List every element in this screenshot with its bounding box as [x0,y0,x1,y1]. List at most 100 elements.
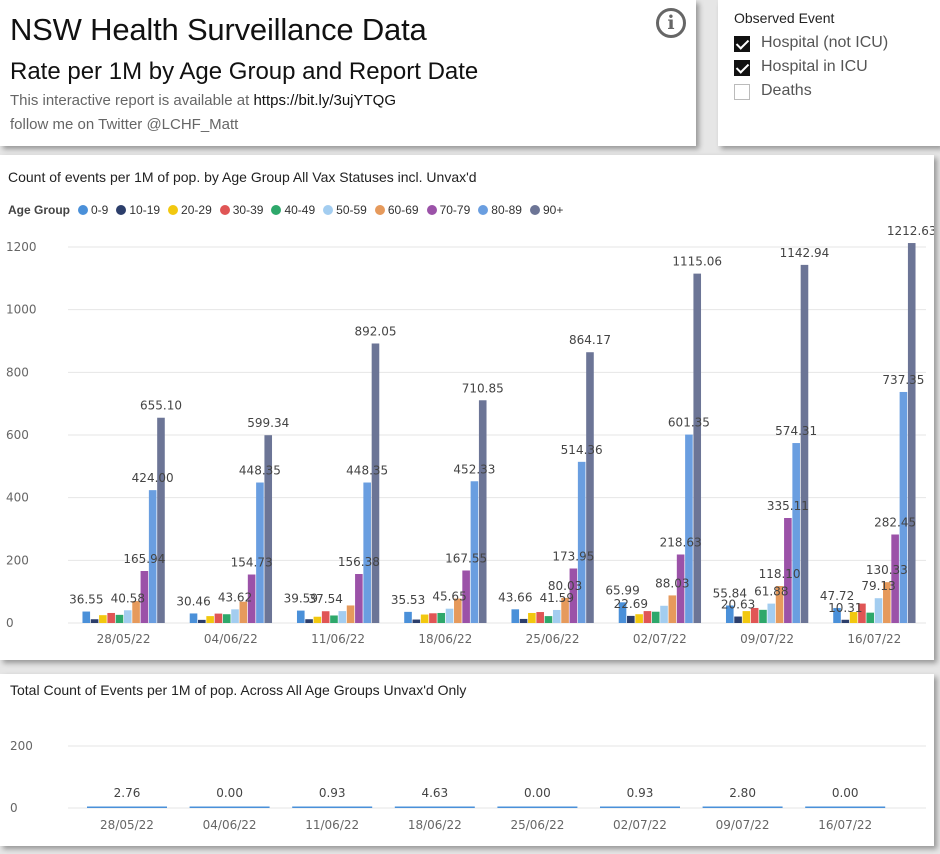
legend-item[interactable]: 10-19 [116,203,160,217]
bar[interactable] [635,614,643,623]
bar[interactable] [222,614,231,623]
bar[interactable] [702,806,783,809]
bar[interactable] [891,534,899,623]
bar[interactable] [600,806,680,809]
checkbox[interactable] [734,60,750,76]
bar[interactable] [140,571,149,623]
bar[interactable] [511,609,520,623]
bar[interactable] [784,517,792,623]
bar[interactable] [470,481,479,623]
bar[interactable] [313,616,322,623]
legend-item[interactable]: 0-9 [78,203,108,217]
bar[interactable] [292,806,373,809]
bar[interactable] [404,611,412,623]
bar[interactable] [528,612,536,623]
bar[interactable] [214,613,223,623]
bar[interactable] [355,574,363,623]
bar[interactable] [849,612,858,623]
bar[interactable] [412,619,421,623]
bar[interactable] [676,554,685,623]
bar[interactable] [725,605,734,623]
legend-item[interactable]: 90+ [529,203,563,217]
bar[interactable] [805,806,886,809]
bar[interactable] [206,616,214,623]
bar[interactable] [462,570,470,623]
bar[interactable] [394,806,475,809]
bar[interactable] [907,243,916,623]
bar[interactable] [833,608,841,623]
bar[interactable] [429,613,437,623]
bar[interactable] [115,614,124,623]
bar[interactable] [883,582,891,623]
bar[interactable] [586,352,594,623]
bar[interactable] [497,806,578,809]
bar[interactable] [231,609,239,623]
bar[interactable] [519,618,528,623]
bar[interactable] [668,595,677,623]
bar[interactable] [866,612,875,623]
bar[interactable] [305,619,313,623]
bar[interactable] [792,443,800,623]
legend-item[interactable]: 40-49 [271,203,315,217]
legend-item[interactable]: 20-29 [168,203,212,217]
bar[interactable] [189,613,198,623]
bar[interactable] [239,601,248,623]
bar[interactable] [750,607,759,623]
bar[interactable] [99,615,107,623]
bar[interactable] [742,611,751,623]
bar[interactable] [346,605,355,623]
legend-item[interactable]: 80-89 [478,203,522,217]
bar[interactable] [643,611,652,623]
checkbox[interactable] [734,36,750,52]
bar[interactable] [767,603,776,623]
bar[interactable] [660,605,668,623]
bar[interactable] [734,616,742,623]
bar[interactable] [651,611,660,623]
bar[interactable] [321,611,330,623]
bar[interactable] [264,435,273,623]
bar[interactable] [874,598,883,623]
bar[interactable] [693,273,702,623]
bar[interactable] [338,611,347,623]
bar[interactable] [775,586,784,623]
bar[interactable] [256,482,264,623]
bar[interactable] [148,490,157,623]
bar[interactable] [198,619,206,623]
bar[interactable] [82,611,91,623]
bar[interactable] [544,616,553,623]
bar[interactable] [685,434,693,623]
bar[interactable] [627,615,635,623]
bar[interactable] [445,608,454,623]
bar[interactable] [478,400,487,623]
legend-item[interactable]: 60-69 [374,203,419,217]
bar[interactable] [561,597,569,623]
bar[interactable] [330,615,338,623]
bar[interactable] [87,806,167,809]
bar[interactable] [123,610,132,623]
bar[interactable] [569,568,578,623]
legend-item[interactable]: 70-79 [426,203,470,217]
bar[interactable] [132,601,140,623]
bar[interactable] [363,482,371,623]
bar[interactable] [858,603,866,623]
bar[interactable] [454,598,462,623]
bar[interactable] [247,574,256,623]
bar[interactable] [371,343,380,623]
bar[interactable] [536,612,544,623]
checkbox[interactable] [734,84,750,100]
legend-item[interactable]: 50-59 [323,203,367,217]
legend-item[interactable]: 30-39 [219,203,263,217]
bar[interactable] [841,619,850,623]
bar[interactable] [437,612,446,623]
bar[interactable] [296,610,305,623]
bar[interactable] [759,609,767,623]
bar[interactable] [157,417,165,623]
bar[interactable] [800,264,809,623]
bar[interactable] [577,461,586,623]
bar[interactable] [618,602,627,623]
bar[interactable] [90,619,99,623]
bar[interactable] [189,806,270,809]
bar[interactable] [420,614,429,623]
bar[interactable] [899,391,908,623]
info-icon[interactable]: i [656,8,686,38]
